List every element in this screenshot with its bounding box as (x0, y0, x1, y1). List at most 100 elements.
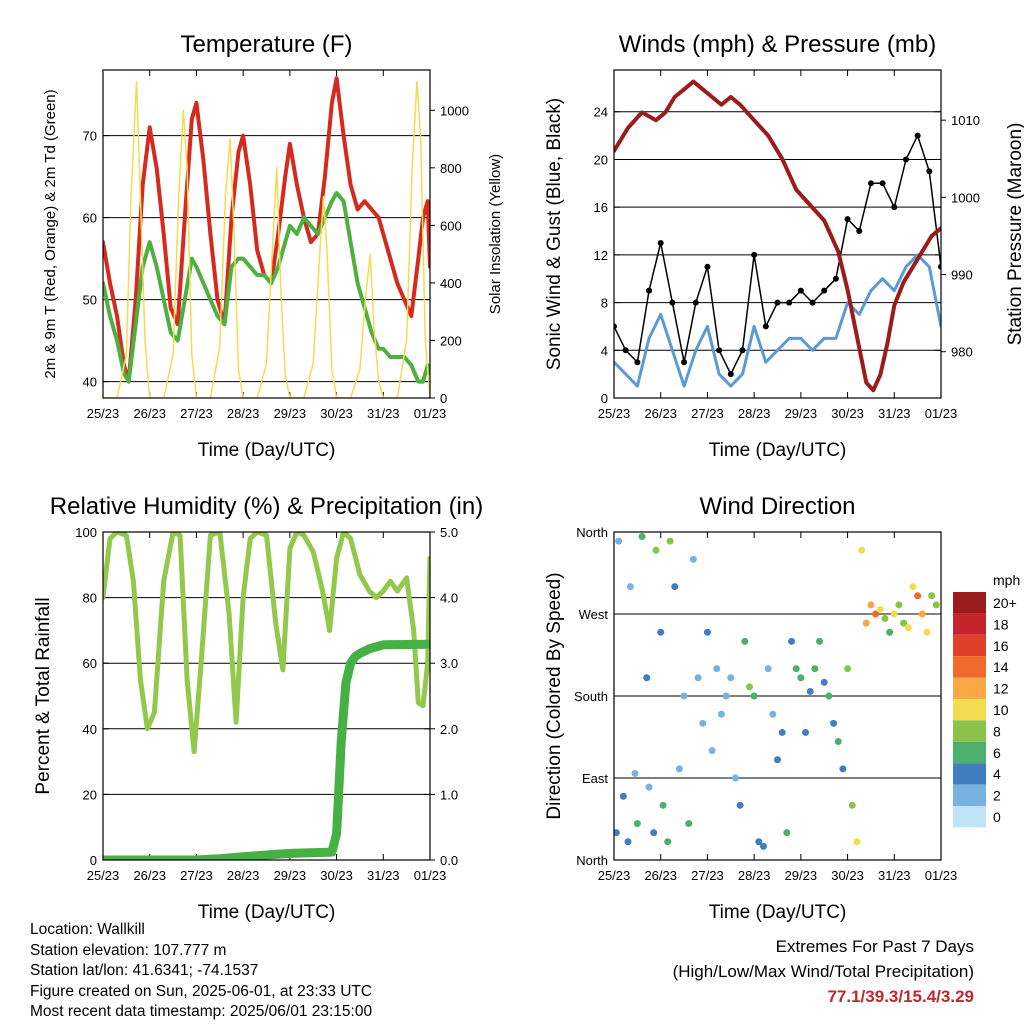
direction-xtick-label: 27/23 (691, 868, 724, 883)
direction-xtick-label: 25/23 (598, 868, 631, 883)
direction-point (626, 583, 634, 591)
winds-gust-point (914, 132, 921, 139)
direction-point (825, 692, 833, 700)
colorbar-swatch (953, 613, 986, 635)
direction-ytick-label: South (574, 689, 608, 704)
winds-series-sonic-wind (614, 253, 941, 388)
winds-y2tick-label: 1010 (951, 113, 980, 128)
direction-point (717, 710, 725, 718)
winds-gust-point (926, 168, 933, 175)
temperature-xtick-label: 27/23 (180, 406, 213, 421)
direction-point (731, 774, 739, 782)
direction-point (820, 678, 828, 686)
direction-point (741, 637, 749, 645)
direction-xtick-label: 31/23 (878, 868, 911, 883)
elevation-text: Station elevation: 107.777 m (30, 941, 227, 959)
direction-point (830, 719, 838, 727)
winds-ytick-label: 8 (601, 296, 608, 311)
colorbar-label: 14 (993, 659, 1009, 675)
direction-point (783, 829, 791, 837)
colorbar-swatch (953, 634, 986, 657)
direction-point (699, 719, 707, 727)
temperature-xtick-label: 25/23 (87, 406, 120, 421)
winds-xtick-label: 28/23 (738, 406, 771, 421)
winds-xtick-label: 29/23 (785, 406, 818, 421)
temperature-y2tick-label: 400 (440, 276, 462, 291)
temperature-xtick-label: 28/23 (227, 406, 260, 421)
colorbar-label: 18 (993, 616, 1009, 632)
winds-gust-point (739, 347, 746, 354)
temperature-series-2m-t (103, 76, 430, 384)
colorbar-swatch (953, 699, 986, 721)
winds-gust-point (614, 323, 617, 330)
direction-point (914, 592, 922, 600)
winds-ytick-label: 16 (594, 200, 608, 215)
direction-point (671, 583, 679, 591)
direction-point (797, 674, 805, 682)
winds-gust-point (832, 275, 839, 282)
winds-gust-point (716, 347, 723, 354)
temperature-y2tick-label: 1000 (440, 103, 469, 118)
winds-gust-point (634, 359, 641, 366)
winds-gust-point (646, 287, 653, 294)
winds-gust-point (844, 216, 851, 223)
direction-point (759, 842, 767, 850)
direction-point (918, 610, 926, 618)
direction-title: Wind Direction (699, 493, 855, 520)
direction-point (890, 610, 898, 618)
direction-point (659, 801, 667, 809)
direction-point (703, 628, 711, 636)
colorbar-label: 4 (993, 766, 1001, 782)
direction-point (900, 619, 908, 627)
temperature-xtick-label: 01/23 (414, 406, 447, 421)
location-text: Location: Wallkill (30, 921, 145, 938)
temperature-ytick-label: 60 (83, 211, 97, 226)
direction-point (680, 692, 688, 700)
colorbar-swatch (953, 677, 986, 699)
colorbar-label: 6 (993, 745, 1001, 761)
direction-point (750, 692, 758, 700)
winds-gust-point (681, 359, 688, 366)
temperature-y2tick-label: 200 (440, 333, 462, 348)
winds-title: Winds (mph) & Pressure (mb) (619, 31, 936, 58)
direction-point (631, 769, 639, 777)
colorbar-swatch (953, 741, 986, 764)
direction-point (778, 728, 786, 736)
direction-point (745, 683, 753, 691)
direction-point (872, 610, 880, 618)
winds-gust-point (938, 263, 941, 270)
temperature-frame (102, 69, 431, 399)
temperature-y2tick-label: 800 (440, 161, 462, 176)
direction-point (755, 838, 763, 846)
created-text: Figure created on Sun, 2025-06-01, at 23… (30, 982, 373, 1000)
direction-point (862, 619, 870, 627)
direction-point (645, 783, 653, 791)
winds-xtick-label: 26/23 (644, 406, 677, 421)
humidity-ytick-label: 80 (83, 591, 97, 606)
winds-ytick-label: 20 (594, 152, 608, 167)
direction-point (774, 756, 781, 764)
humidity-ytick-label: 40 (83, 722, 97, 737)
latlon-text: Station lat/lon: 41.6341; -74.1537 (30, 962, 259, 979)
temperature-plot-area (103, 76, 430, 398)
winds-plot-area (614, 79, 941, 393)
winds-ytick-label: 12 (594, 248, 608, 263)
direction-point (708, 747, 716, 755)
winds-y2tick-label: 1000 (951, 190, 980, 205)
winds-xtick-label: 01/23 (925, 406, 958, 421)
humidity-xtick-label: 27/23 (180, 868, 213, 883)
winds-ytick-label: 4 (601, 343, 608, 358)
direction-point (664, 838, 672, 846)
direction-point (802, 728, 810, 736)
temperature-series-solar-insolation (103, 80, 430, 398)
humidity-ytick-label: 100 (75, 525, 97, 540)
winds-xtick-label: 30/23 (831, 406, 864, 421)
direction-xtick-label: 01/23 (925, 868, 958, 883)
direction-point (839, 765, 847, 773)
direction-ylabel-left: Direction (Colored By Speed) (544, 572, 565, 819)
direction-point (675, 765, 683, 773)
winds-gust-point (669, 299, 676, 306)
winds-gust-point (692, 299, 699, 306)
direction-point (788, 637, 796, 645)
